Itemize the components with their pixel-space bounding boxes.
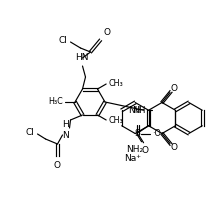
- Text: H₃C: H₃C: [48, 98, 63, 106]
- Text: NH: NH: [132, 106, 146, 115]
- Text: O: O: [171, 143, 177, 152]
- Text: NH: NH: [128, 106, 142, 115]
- Text: S: S: [135, 129, 140, 138]
- Text: O: O: [104, 28, 110, 37]
- Text: Cl: Cl: [26, 129, 34, 138]
- Text: O: O: [54, 161, 61, 170]
- Text: CH₃: CH₃: [108, 79, 123, 88]
- Text: NH₂: NH₂: [127, 144, 144, 153]
- Text: ·O⁻: ·O⁻: [153, 129, 166, 138]
- Text: Na⁺: Na⁺: [124, 154, 141, 163]
- Text: CH₃: CH₃: [108, 116, 123, 126]
- Text: Cl: Cl: [59, 35, 67, 45]
- Text: O: O: [141, 146, 148, 155]
- Text: HN: HN: [75, 53, 88, 62]
- Text: O: O: [171, 84, 177, 93]
- Text: H
N: H N: [62, 120, 69, 140]
